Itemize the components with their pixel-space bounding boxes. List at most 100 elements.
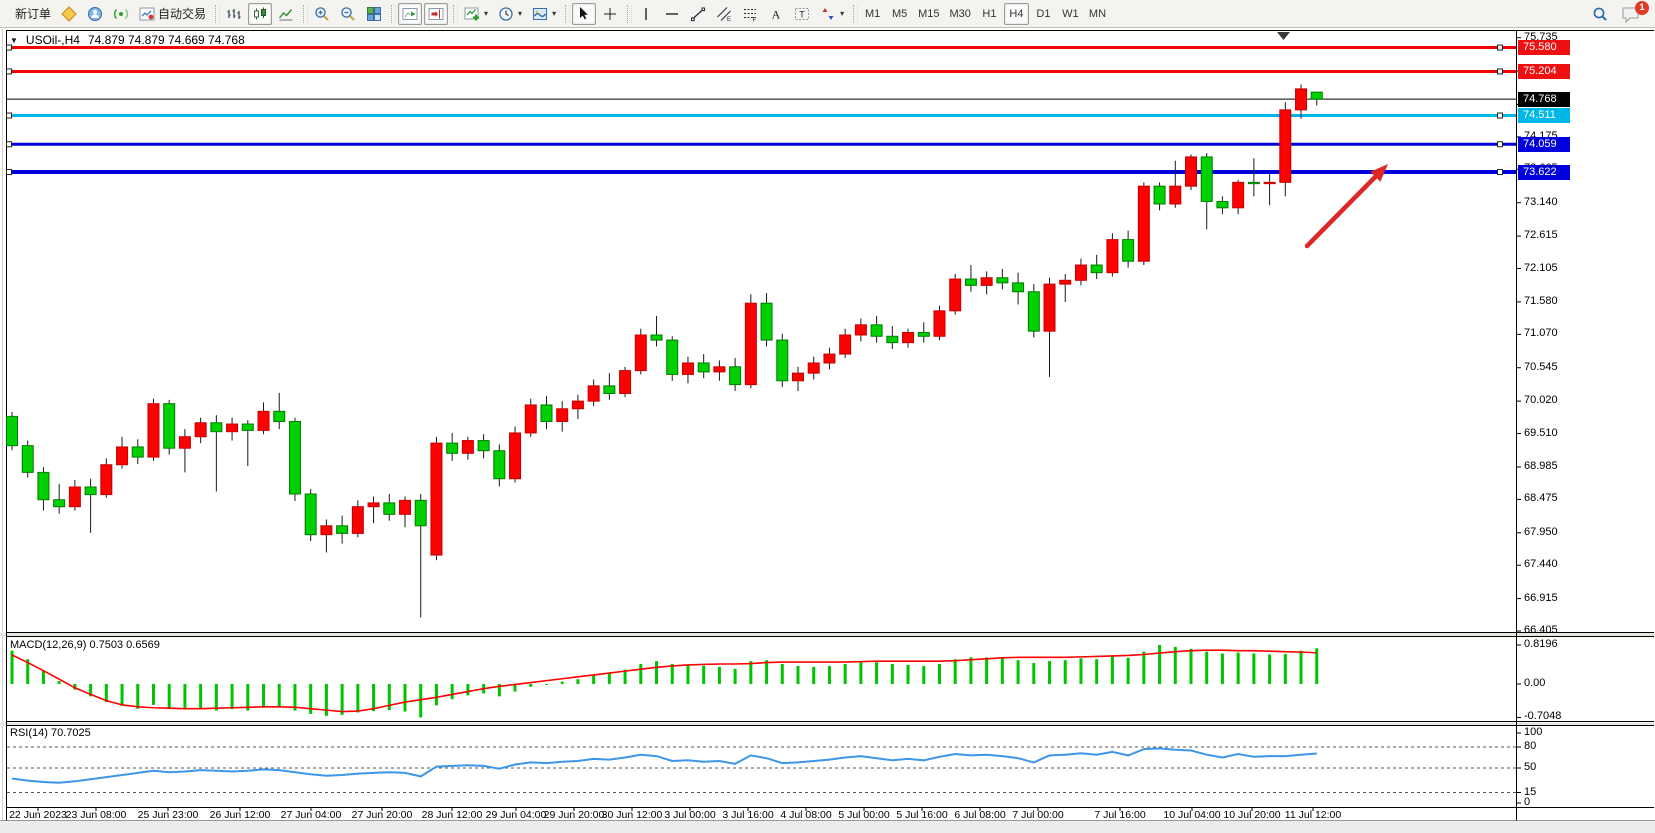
indicators-icon (464, 6, 480, 22)
time-tick-label: 10 Jul 20:00 (1223, 809, 1281, 821)
price-tick-label: 68.475 (1524, 492, 1558, 505)
candle-body (744, 302, 757, 386)
line-handle (1497, 68, 1503, 75)
ohlc-collapse-icon[interactable]: ▼ (10, 35, 18, 45)
mql-icon (61, 5, 77, 22)
crosshair-tool-button[interactable] (598, 3, 622, 25)
templates-icon (532, 6, 548, 22)
candle-body (131, 446, 144, 458)
horizontal-line-tool-button[interactable] (660, 3, 684, 25)
fibonacci-tool-button[interactable]: F (738, 3, 762, 25)
candle-body (241, 423, 254, 431)
auto-scroll-button[interactable] (398, 2, 423, 25)
vertical-line-tool-button[interactable] (634, 3, 658, 25)
autotrading-icon (139, 6, 155, 22)
chevron-down-icon[interactable]: ▾ (840, 9, 845, 18)
timeframe-m5-button-label: M5 (891, 7, 908, 20)
candle-body (461, 440, 474, 454)
notifications-button[interactable]: 1 (1621, 0, 1649, 25)
mql-button[interactable] (57, 3, 81, 25)
rsi-tick-label: 100 (1524, 726, 1543, 738)
text-label-icon: T (794, 6, 810, 22)
timeframe-d1-button[interactable]: D1 (1031, 3, 1056, 25)
time-tick-label: 11 Jul 12:00 (1284, 809, 1342, 821)
chart-shift-button[interactable] (424, 2, 449, 25)
time-tick-label: 10 Jul 04:00 (1163, 809, 1221, 821)
price-tick-label: 69.510 (1524, 426, 1558, 439)
time-tick-label: 3 Jul 00:00 (664, 809, 716, 821)
candle-body (1185, 156, 1197, 187)
cursor-tool-button[interactable] (572, 2, 597, 25)
candle-body (839, 334, 852, 355)
line-chart-button[interactable] (274, 3, 298, 25)
time-tick-label: 3 Jul 16:00 (722, 809, 774, 821)
candle-body (273, 410, 286, 422)
new-order-button[interactable]: 新订单 (11, 3, 55, 25)
templates-button[interactable]: ▾ (528, 3, 560, 25)
price-tick-label: 71.580 (1524, 294, 1558, 307)
arrows-tool-button[interactable]: ▾ (816, 3, 848, 25)
timeframe-h4-button[interactable]: H4 (1003, 2, 1029, 25)
time-tick-label: 30 Jun 12:00 (601, 809, 663, 821)
community-button[interactable] (83, 3, 107, 25)
time-tick-label: 4 Jul 08:00 (780, 809, 832, 821)
candle-body (902, 331, 915, 344)
autotrading-button[interactable]: 自动交易 (135, 3, 210, 25)
price-axis[interactable] (1517, 31, 1655, 807)
chevron-down-icon[interactable]: ▾ (484, 9, 489, 18)
crosshair-icon (602, 6, 618, 22)
price-tick-label: 66.405 (1524, 624, 1558, 637)
candle-body (556, 408, 569, 422)
zoom-out-button[interactable] (336, 3, 360, 25)
candle-body (917, 331, 930, 337)
text-tool-button[interactable]: A (764, 3, 788, 25)
candle-body (933, 310, 946, 337)
price-tick-label: 73.665 (1524, 162, 1558, 175)
candlestick-chart-button[interactable] (248, 2, 273, 25)
candle-body (1263, 181, 1276, 185)
timeframe-mn-button-label: MN (1088, 7, 1107, 20)
periods-button[interactable]: ▾ (494, 3, 526, 25)
equidistant-channel-tool-button[interactable]: E (712, 3, 736, 25)
candle-body (430, 442, 443, 556)
timeframe-m15-button[interactable]: M15 (914, 3, 943, 25)
macd-label: MACD(12,26,9) 0.7503 0.6569 (10, 639, 160, 651)
signals-button[interactable] (109, 3, 133, 25)
text-label-tool-button[interactable]: T (790, 3, 814, 25)
candle-body (681, 362, 694, 375)
community-icon (87, 6, 103, 22)
candle-body (1153, 185, 1166, 205)
annotation-arrow (1304, 168, 1384, 249)
zoom-in-button[interactable] (310, 3, 334, 25)
timeframe-m1-button[interactable]: M1 (860, 3, 885, 25)
candle-body (351, 506, 364, 534)
price-tick-label: 68.985 (1524, 459, 1558, 472)
candle-body (116, 446, 129, 466)
toolbar-group: ▾ ▾ ▾ (453, 1, 565, 27)
timeframe-w1-button[interactable]: W1 (1058, 3, 1083, 25)
search-button[interactable] (1588, 3, 1612, 25)
candle-body (1216, 200, 1229, 209)
tile-windows-button[interactable] (362, 3, 386, 25)
line-handle (1497, 112, 1503, 119)
timeframe-h1-button[interactable]: H1 (977, 3, 1002, 25)
line-handle (6, 68, 12, 75)
chevron-down-icon[interactable]: ▾ (518, 9, 523, 18)
annotation-arrow-head (1370, 164, 1388, 182)
price-tick-label: 74.175 (1524, 129, 1558, 142)
candle-body (1043, 283, 1056, 332)
timeframe-m30-button[interactable]: M30 (946, 3, 975, 25)
time-tick-label: 7 Jul 00:00 (1012, 809, 1064, 821)
timeframe-mn-button[interactable]: MN (1085, 3, 1110, 25)
candle-body (666, 339, 679, 375)
bar-chart-button[interactable] (222, 3, 246, 25)
timeframe-m5-button[interactable]: M5 (887, 3, 912, 25)
time-axis[interactable] (7, 808, 1516, 820)
trendline-tool-button[interactable] (686, 3, 710, 25)
chevron-down-icon[interactable]: ▾ (552, 9, 557, 18)
indicators-button[interactable]: ▾ (460, 3, 492, 25)
trendline-icon (690, 6, 706, 22)
candle-body (226, 423, 239, 433)
rsi-line (11, 747, 1317, 784)
